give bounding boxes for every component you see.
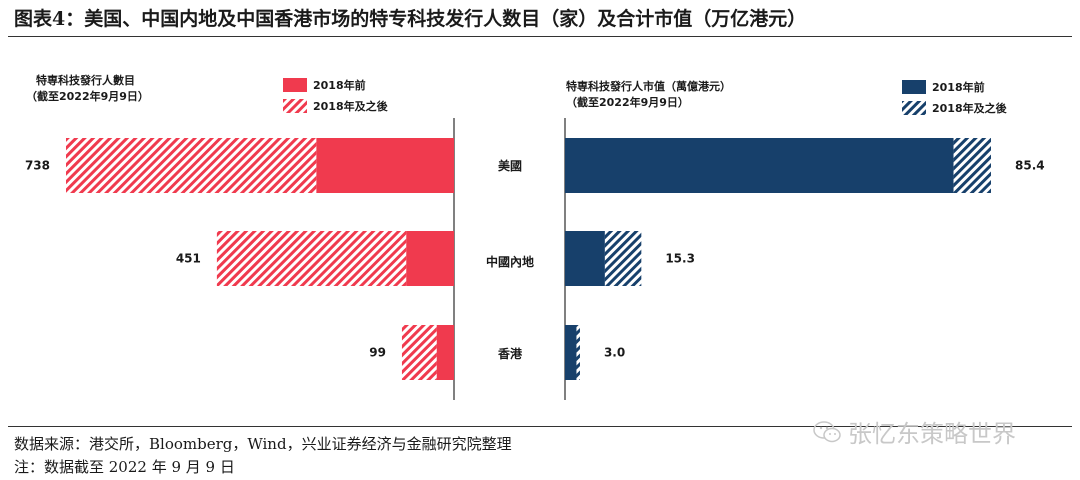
right-bar-solid-hongkong: [565, 325, 577, 380]
right-total-label-usa: 85.4: [1015, 159, 1045, 173]
left-total-label-mainland: 451: [176, 252, 201, 266]
right-legend-swatch-hatched: [902, 101, 926, 115]
right-bar-solid-mainland: [565, 231, 605, 286]
right-title-line-1: 特専科技發行人市值（萬億港元）: [566, 79, 731, 93]
left-bar-hatched-mainland: [216, 231, 407, 286]
left-legend-label-hatched: 2018年及之後: [313, 99, 389, 113]
right-legend-label-solid: 2018年前: [932, 80, 985, 94]
chart-title: 图表4：美国、中国内地及中国香港市场的特专科技发行人数目（家）及合计市值（万亿港…: [14, 8, 807, 30]
left-bar-solid-usa: [316, 138, 454, 193]
watermark-text: 张忆东策略世界: [848, 420, 1016, 448]
right-bar-hatched-usa: [953, 138, 991, 193]
left-title-line-1: 特専科技發行人數目: [36, 73, 135, 87]
category-label-hongkong: 香港: [497, 346, 523, 361]
wechat-icon: [813, 420, 841, 442]
left-bar-hatched-usa: [66, 138, 317, 193]
right-total-label-hongkong: 3.0: [604, 346, 625, 360]
watermark: 张忆东策略世界: [812, 414, 1016, 449]
date-note: 注：数据截至 2022 年 9 月 9 日: [14, 458, 235, 476]
left-bar-solid-mainland: [406, 231, 454, 286]
right-total-label-mainland: 15.3: [665, 252, 695, 266]
left-legend-swatch-solid: [283, 78, 307, 92]
left-total-label-hongkong: 99: [369, 346, 386, 360]
right-legend-swatch-solid: [902, 80, 926, 94]
top-rule: [8, 36, 1072, 37]
chart-canvas: 特専科技發行人數目 （截至2022年9月9日） 2018年前 2018年及之後 …: [25, 73, 1045, 400]
right-legend-label-hatched: 2018年及之後: [932, 101, 1008, 115]
bottom-rule: [8, 426, 1072, 427]
right-bar-solid-usa: [565, 138, 954, 193]
left-total-label-usa: 738: [25, 159, 50, 173]
left-title-line-2: （截至2022年9月9日）: [26, 89, 149, 103]
left-bar-hatched-hongkong: [401, 325, 437, 380]
source-note: 数据来源：港交所，Bloomberg，Wind，兴业证券经济与金融研究院整理: [14, 435, 512, 453]
left-bar-solid-hongkong: [436, 325, 454, 380]
right-title-line-2: （截至2022年9月9日）: [566, 95, 689, 109]
right-bar-hatched-hongkong: [576, 325, 580, 380]
right-bar-hatched-mainland: [604, 231, 642, 286]
category-label-mainland: 中國內地: [486, 254, 534, 269]
left-legend-label-solid: 2018年前: [313, 78, 366, 92]
category-label-usa: 美國: [498, 158, 522, 173]
left-legend-swatch-hatched: [283, 99, 307, 113]
